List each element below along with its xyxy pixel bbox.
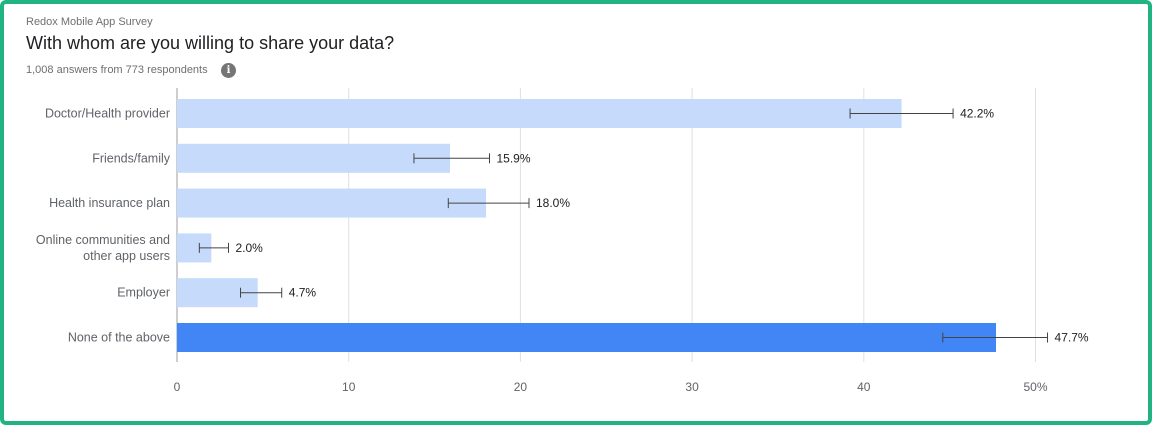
x-tick-label: 20 xyxy=(514,380,528,394)
x-tick-label: 30 xyxy=(685,380,699,394)
category-label: None of the above xyxy=(68,331,170,345)
data-label: 4.7% xyxy=(289,286,317,300)
data-label: 15.9% xyxy=(496,151,530,165)
category-label: Employer xyxy=(117,286,170,300)
category-label: Health insurance plan xyxy=(49,196,170,210)
bar xyxy=(177,99,902,128)
x-tick-label: 10 xyxy=(342,380,356,394)
category-label: Friends/family xyxy=(92,151,171,165)
data-label: 42.2% xyxy=(960,107,994,121)
x-tick-label: 40 xyxy=(857,380,871,394)
data-label: 18.0% xyxy=(536,196,570,210)
response-summary: 1,008 answers from 773 respondents xyxy=(26,64,208,76)
category-label: other app users xyxy=(83,249,170,263)
x-tick-label: 50% xyxy=(1023,380,1047,394)
category-label: Doctor/Health provider xyxy=(45,107,170,121)
bar xyxy=(177,188,487,218)
category-label: Online communities and xyxy=(36,233,170,247)
bar xyxy=(177,143,451,173)
info-icon[interactable]: i xyxy=(221,63,236,78)
data-label: 2.0% xyxy=(236,241,264,255)
data-label: 47.7% xyxy=(1055,331,1089,345)
x-tick-label: 0 xyxy=(174,380,181,394)
bar xyxy=(177,323,997,352)
survey-name: Redox Mobile App Survey xyxy=(26,16,153,28)
question-title: With whom are you willing to share your … xyxy=(26,33,395,53)
